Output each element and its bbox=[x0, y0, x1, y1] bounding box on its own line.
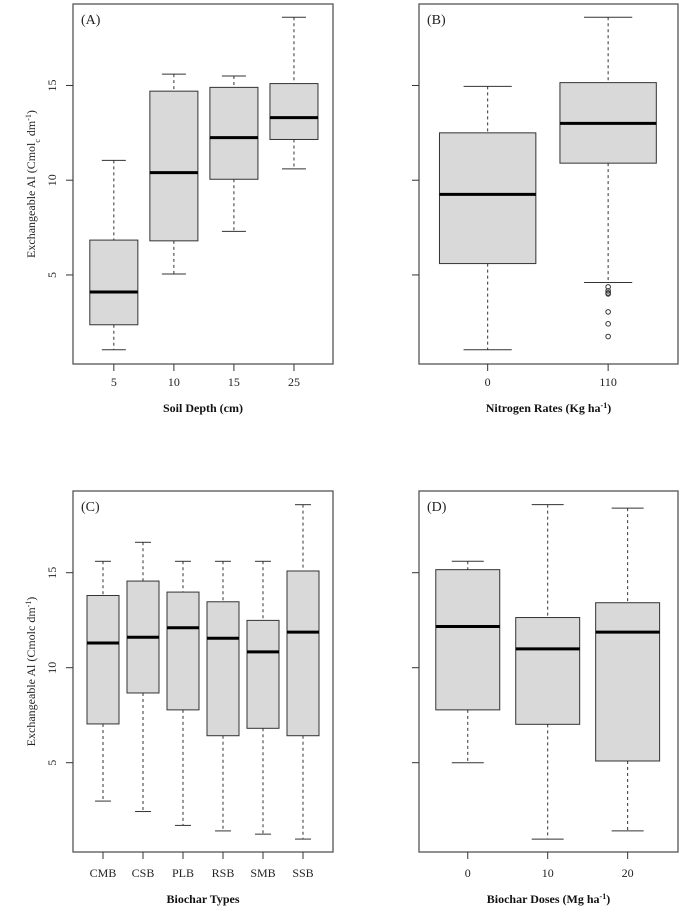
y-tick-label: 10 bbox=[45, 174, 59, 186]
x-tick-label: 15 bbox=[228, 375, 240, 389]
box-RSB bbox=[206, 560, 240, 832]
panel-label: (D) bbox=[427, 500, 447, 515]
plot-frame bbox=[72, 490, 334, 853]
label-text: Nitrogen Rates (Kg ha bbox=[486, 401, 601, 415]
iqr-box bbox=[209, 86, 259, 180]
y-axis-label: Exchangeable Al (Cmolc dm-1) bbox=[24, 110, 42, 258]
y-tick-label: 5 bbox=[45, 272, 59, 278]
outlier-point bbox=[605, 291, 611, 297]
iqr-box bbox=[438, 132, 537, 265]
subscript: c bbox=[33, 139, 42, 143]
outlier-point bbox=[605, 333, 611, 340]
x-tick-label: RSB bbox=[212, 866, 235, 880]
iqr-box bbox=[269, 83, 319, 140]
label-text: Exchangeable Al (Cmol bbox=[24, 142, 38, 258]
label-text: ) bbox=[24, 597, 38, 601]
box-SMB bbox=[246, 560, 280, 835]
box-0 bbox=[438, 85, 537, 351]
outlier-point bbox=[605, 288, 611, 294]
x-axis-label: Nitrogen Rates (Kg ha-1) bbox=[486, 401, 611, 416]
iqr-box bbox=[286, 570, 320, 737]
x-axis-label: Biochar Doses (Mg ha-1) bbox=[487, 892, 610, 907]
box-0 bbox=[435, 560, 501, 764]
x-tick-label: PLB bbox=[172, 866, 194, 880]
label-text: dm bbox=[24, 120, 38, 139]
x-tick-label: 5 bbox=[111, 375, 117, 389]
label-text: Soil Depth (cm) bbox=[163, 401, 243, 415]
panel-b: (B) 0 110 Nitrogen Rates (Kg ha-1) bbox=[412, 3, 679, 416]
box-SSB bbox=[286, 504, 320, 840]
plot-frame bbox=[418, 490, 679, 853]
panel-c: (C) 5 10 15 Exchangeable Al (Cmolc dm-1) CMB C… bbox=[24, 490, 334, 906]
x-tick-label: 0 bbox=[465, 866, 471, 880]
superscript: -1 bbox=[24, 114, 33, 121]
box-5 bbox=[89, 159, 139, 351]
iqr-box bbox=[206, 601, 240, 737]
box-PLB bbox=[166, 560, 200, 826]
y-axis-label: Exchangeable Al (Cmolc dm-1) bbox=[24, 597, 39, 747]
label-text: Biochar Types bbox=[166, 892, 239, 906]
box-10 bbox=[149, 73, 199, 275]
panel-label: (A) bbox=[81, 13, 101, 28]
box-20 bbox=[595, 507, 661, 832]
iqr-box bbox=[515, 617, 581, 725]
superscript: -1 bbox=[601, 401, 608, 410]
outlier-point bbox=[605, 309, 611, 315]
y-tick-label: 10 bbox=[45, 662, 59, 674]
x-tick-label: 25 bbox=[288, 375, 300, 389]
superscript: -1 bbox=[600, 892, 607, 901]
x-tick-label: 20 bbox=[622, 866, 634, 880]
plot-frame bbox=[72, 3, 334, 365]
label-text: ) bbox=[24, 110, 38, 114]
iqr-box bbox=[89, 239, 139, 326]
x-tick-label: 10 bbox=[168, 375, 180, 389]
iqr-box bbox=[595, 602, 661, 762]
label-text: ) bbox=[606, 892, 610, 906]
y-tick-label: 15 bbox=[45, 567, 59, 579]
plot-frame bbox=[418, 3, 679, 365]
box-25 bbox=[269, 16, 319, 170]
x-tick-label: CMB bbox=[90, 866, 117, 880]
outlier-point bbox=[605, 284, 611, 290]
box-15 bbox=[209, 75, 259, 232]
label-text: ) bbox=[607, 401, 611, 415]
panel-d: (D) 0 10 20 Biochar Doses (Mg ha-1) bbox=[412, 490, 679, 907]
outlier-point bbox=[605, 321, 611, 327]
iqr-box bbox=[246, 619, 280, 729]
x-tick-label: 0 bbox=[485, 375, 491, 389]
y-tick-label: 5 bbox=[45, 760, 59, 766]
label-text: Biochar Doses (Mg ha bbox=[487, 892, 600, 906]
panel-label: (B) bbox=[427, 13, 446, 28]
box-CSB bbox=[126, 541, 160, 813]
iqr-box bbox=[435, 569, 501, 711]
panel-a: (A) 5 10 15 Exchangeable Al (Cmolc dm-1) 5 10 1… bbox=[24, 3, 334, 415]
x-tick-label: 10 bbox=[542, 866, 554, 880]
box-10 bbox=[515, 504, 581, 840]
x-axis-label: Biochar Types bbox=[166, 892, 239, 906]
x-axis-label: Soil Depth (cm) bbox=[163, 401, 243, 415]
x-tick-label: 110 bbox=[599, 375, 617, 389]
y-tick-label: 15 bbox=[45, 79, 59, 91]
x-tick-label: CSB bbox=[132, 866, 155, 880]
x-tick-label: SMB bbox=[250, 866, 275, 880]
panel-label: (C) bbox=[81, 500, 100, 515]
x-tick-label: SSB bbox=[292, 866, 313, 880]
iqr-box bbox=[166, 591, 200, 711]
box-110 bbox=[559, 16, 657, 340]
iqr-box bbox=[86, 595, 120, 725]
box-CMB bbox=[86, 560, 120, 802]
superscript: -1 bbox=[24, 601, 33, 608]
label-text: Exchangeable Al (Cmolc dm bbox=[24, 607, 38, 747]
iqr-box bbox=[149, 90, 199, 242]
